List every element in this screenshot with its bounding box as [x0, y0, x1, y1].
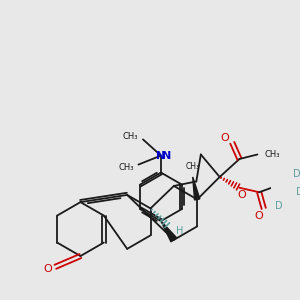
Text: D: D: [296, 187, 300, 197]
Text: O: O: [221, 133, 230, 143]
Text: CH₃: CH₃: [265, 150, 280, 159]
Text: CH₃: CH₃: [123, 132, 139, 141]
Text: D: D: [275, 201, 283, 211]
Text: CH₃: CH₃: [118, 163, 134, 172]
Polygon shape: [193, 177, 200, 200]
Text: O: O: [44, 264, 52, 274]
Polygon shape: [161, 221, 177, 242]
Text: D: D: [293, 169, 300, 179]
Text: H: H: [176, 226, 183, 236]
Text: CH₃: CH₃: [186, 162, 200, 171]
Text: O: O: [255, 211, 264, 220]
Text: O: O: [238, 190, 247, 200]
Text: N: N: [162, 151, 172, 160]
Text: N: N: [156, 151, 166, 160]
